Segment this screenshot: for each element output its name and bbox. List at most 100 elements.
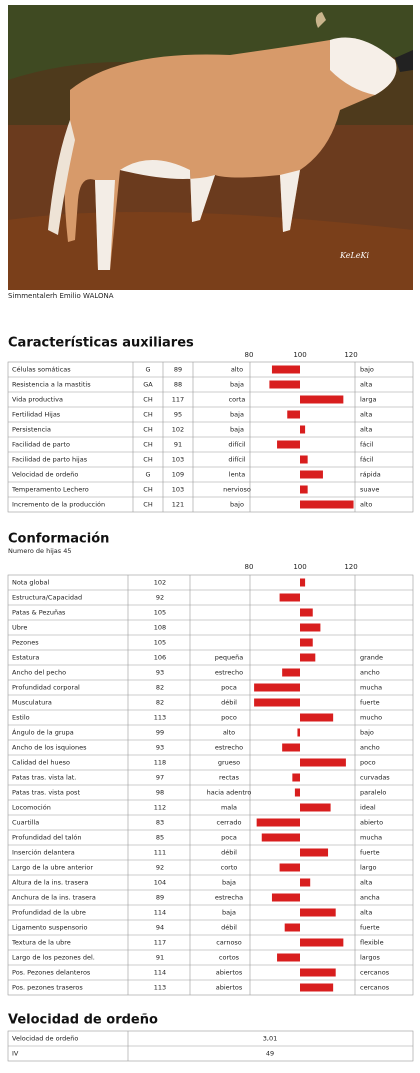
value-label: 103: [172, 486, 184, 494]
trait-label: Profundidad corporal: [12, 684, 80, 692]
trait-label: Patas & Pezuñas: [12, 609, 66, 617]
high-label: mucho: [360, 714, 382, 722]
value-label: 89: [174, 366, 182, 374]
code-label: G: [145, 366, 150, 374]
code-label: CH: [143, 456, 153, 464]
trait-label: Persistencia: [12, 426, 51, 434]
low-label: alto: [223, 729, 235, 737]
value-label: 102: [172, 426, 184, 434]
high-label: largo: [360, 864, 376, 872]
low-label: poca: [221, 834, 237, 842]
row-value: 3,01: [263, 1035, 277, 1043]
value-label: 117: [172, 396, 184, 404]
scale-tick-label: 100: [293, 563, 306, 571]
code-label: CH: [143, 486, 153, 494]
value-label: 82: [156, 684, 164, 692]
value-label: 98: [156, 789, 164, 797]
high-label: cercanos: [360, 969, 390, 977]
value-label: 114: [154, 909, 166, 917]
value-label: 95: [174, 411, 182, 419]
bar: [269, 380, 300, 389]
value-label: 88: [174, 381, 182, 389]
high-label: paralelo: [360, 789, 386, 797]
bar: [300, 638, 313, 647]
trait-label: Ángulo de la grupa: [12, 728, 74, 737]
low-label: grueso: [218, 759, 240, 767]
value-label: 92: [156, 594, 164, 602]
trait-label: Pos. Pezones delanteros: [12, 969, 91, 977]
trait-label: Velocidad de ordeño: [12, 471, 78, 479]
bar: [300, 623, 321, 632]
high-label: mucha: [360, 684, 382, 692]
bar: [300, 485, 308, 494]
trait-label: Ubre: [12, 624, 27, 632]
trait-label: Ancho del pecho: [12, 669, 66, 677]
trait-label: Facilidad de parto: [12, 441, 70, 449]
trait-label: Patas tras. vista lat.: [12, 774, 76, 782]
code-label: CH: [143, 396, 153, 404]
cow-photo: KeLeKi: [8, 5, 413, 290]
low-label: cortos: [219, 954, 240, 962]
value-label: 93: [156, 744, 164, 752]
value-label: 92: [156, 864, 164, 872]
high-label: bajo: [360, 729, 374, 737]
value-label: 106: [154, 654, 166, 662]
high-label: rápida: [360, 471, 381, 479]
low-label: nervioso: [223, 486, 251, 494]
high-label: fácil: [360, 441, 374, 449]
high-label: alta: [360, 879, 372, 887]
value-label: 111: [154, 849, 166, 857]
high-label: fuerte: [360, 699, 380, 707]
low-label: corta: [229, 396, 246, 404]
bar: [300, 713, 334, 722]
trait-label: Resistencia a la mastitis: [12, 381, 91, 389]
value-label: 114: [154, 969, 166, 977]
trait-label: Estructura/Capacidad: [12, 594, 82, 602]
trait-label: Ligamento suspensorio: [12, 924, 88, 932]
value-label: 121: [172, 501, 184, 509]
bar: [300, 983, 334, 992]
scale-tick-label: 100: [293, 351, 306, 359]
code-label: CH: [143, 441, 153, 449]
high-label: fuerte: [360, 849, 380, 857]
value-label: 105: [154, 609, 166, 617]
bar: [256, 818, 300, 827]
low-label: difícil: [228, 441, 245, 449]
code-label: CH: [143, 501, 153, 509]
value-label: 97: [156, 774, 164, 782]
high-label: ancha: [360, 894, 380, 902]
value-label: 117: [154, 939, 166, 947]
code-label: CH: [143, 411, 153, 419]
value-label: 99: [156, 729, 164, 737]
low-label: débil: [221, 699, 237, 707]
low-label: poco: [221, 714, 237, 722]
row-label: IV: [12, 1050, 19, 1058]
trait-label: Ancho de los isquiones: [12, 744, 87, 752]
low-label: baja: [230, 411, 244, 419]
trait-label: Profundidad del talón: [12, 834, 82, 842]
bar: [282, 668, 300, 677]
high-label: suave: [360, 486, 379, 494]
trait-label: Células somáticas: [12, 366, 71, 374]
bar: [300, 395, 344, 404]
trait-label: Pos. pezones traseros: [12, 984, 83, 992]
value-label: 83: [156, 819, 164, 827]
row-label: Velocidad de ordeño: [12, 1035, 78, 1043]
bar: [300, 653, 316, 662]
high-label: flexible: [360, 939, 384, 947]
bar: [300, 608, 313, 617]
bar: [300, 758, 346, 767]
high-label: abierto: [360, 819, 383, 827]
trait-label: Vida productiva: [12, 396, 63, 404]
value-label: 102: [154, 579, 166, 587]
trait-label: Largo de los pezones del.: [12, 954, 95, 962]
trait-label: Anchura de la ins. trasera: [12, 894, 96, 902]
section-title: Conformación: [8, 532, 109, 547]
low-label: baja: [222, 909, 236, 917]
row-value: 49: [266, 1050, 274, 1058]
low-label: poca: [221, 684, 237, 692]
low-label: cerrado: [217, 819, 242, 827]
bar: [261, 833, 300, 842]
trait-label: Cuartilla: [12, 819, 39, 827]
